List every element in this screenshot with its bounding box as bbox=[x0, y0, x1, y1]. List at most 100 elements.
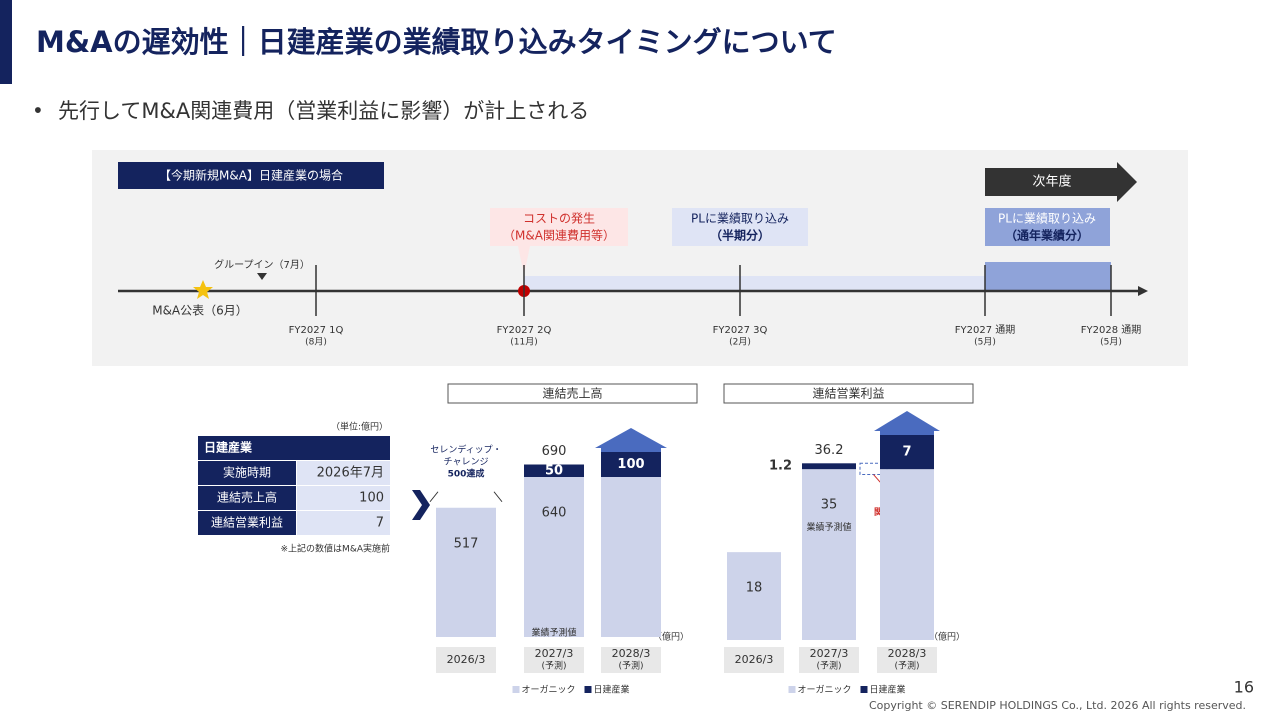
tick-label: FY2027 通期 bbox=[955, 324, 1016, 336]
growth-arrow bbox=[595, 428, 667, 452]
total-label: 36.2 bbox=[815, 443, 844, 458]
tick-label: FY2027 1Q bbox=[289, 325, 344, 336]
bar bbox=[601, 452, 661, 477]
callout-bracket bbox=[429, 491, 503, 503]
bullet: 先行してM&A関連費用（営業利益に影響）が計上される bbox=[58, 99, 589, 123]
row-cell bbox=[297, 461, 390, 485]
tick-label: FY2027 3Q bbox=[713, 325, 768, 336]
tick-sub: (2月) bbox=[729, 337, 751, 348]
category-label: 2026/3 bbox=[735, 653, 774, 666]
category-box bbox=[877, 647, 937, 673]
row-head bbox=[198, 461, 296, 485]
tick-sub: (11月) bbox=[510, 337, 537, 348]
value-label: 100 bbox=[617, 457, 644, 472]
bar bbox=[802, 463, 856, 470]
bar bbox=[802, 469, 856, 640]
category-box bbox=[436, 647, 496, 673]
value-label: 18 bbox=[746, 581, 763, 596]
bar bbox=[524, 477, 584, 637]
cost-pointer bbox=[518, 246, 530, 275]
chart-title: 連結営業利益 bbox=[812, 387, 884, 401]
next-year-arrow bbox=[985, 162, 1137, 202]
half-box bbox=[672, 208, 808, 246]
legend-swatch bbox=[512, 686, 520, 693]
title-accent bbox=[0, 0, 12, 84]
category-box bbox=[601, 647, 661, 673]
row-label: 連結営業利益 bbox=[211, 516, 283, 530]
star bbox=[193, 280, 213, 299]
row-cell bbox=[297, 486, 390, 510]
category-label: 2027/3 bbox=[535, 647, 574, 660]
row-label: 連結売上高 bbox=[217, 490, 277, 505]
value-label: 50 bbox=[545, 463, 563, 478]
half-text: PLに業績取り込み bbox=[691, 212, 789, 226]
category-note: (予測) bbox=[894, 660, 919, 672]
growth-arrow bbox=[874, 411, 940, 435]
table-header bbox=[198, 436, 390, 460]
callout: 500達成 bbox=[448, 467, 485, 479]
copyright: Copyright © SERENDIP HOLDINGS Co., Ltd. … bbox=[869, 699, 1246, 712]
tick-label: FY2028 通期 bbox=[1081, 324, 1142, 336]
cost-text: コストの発生 bbox=[523, 212, 595, 226]
half-text: （半期分） bbox=[710, 228, 770, 243]
chart-unit: （億円） bbox=[653, 631, 689, 643]
category-label: 2028/3 bbox=[888, 647, 927, 660]
tick-sub: (5月) bbox=[974, 337, 996, 348]
value-label: 640 bbox=[542, 506, 567, 521]
chart-title-box bbox=[447, 383, 698, 404]
next-year: 次年度 bbox=[1032, 174, 1071, 190]
value-label: 7 bbox=[902, 445, 911, 460]
value-label: 35 bbox=[821, 498, 838, 513]
callout: セレンディップ・ bbox=[430, 443, 501, 455]
bar bbox=[436, 507, 496, 637]
timeline-ticks: FY2027 1Q(8月) FY2027 2Q(11月) FY2027 3Q(2月)… bbox=[289, 265, 1142, 348]
title: M&Aの遅効性｜日建産業の業績取り込みタイミングについて bbox=[36, 25, 837, 59]
category-label: 2026/3 bbox=[447, 653, 486, 666]
row-value: 2026年7月 bbox=[317, 466, 384, 481]
row-label: 実施時期 bbox=[223, 465, 271, 480]
full-band bbox=[985, 262, 1111, 291]
category-note: (予測) bbox=[816, 660, 841, 672]
row-value: 100 bbox=[359, 491, 384, 506]
legend-label: オーガニック bbox=[522, 685, 576, 696]
half-band bbox=[524, 276, 985, 291]
legend-label: 日建産業 bbox=[594, 684, 630, 696]
bar bbox=[524, 464, 584, 477]
chart-title-box bbox=[723, 383, 974, 404]
full-box bbox=[985, 208, 1110, 246]
value-label: 1.2 bbox=[769, 459, 792, 474]
table-title: 日建産業 bbox=[204, 440, 253, 455]
table-note: ※上記の数値はM&A実施前 bbox=[281, 543, 390, 555]
category-note: (予測) bbox=[618, 660, 643, 672]
table-unit: （単位:億円） bbox=[331, 421, 388, 433]
row-head bbox=[198, 511, 296, 535]
chart-unit: （億円） bbox=[929, 631, 965, 643]
tick-label: FY2027 2Q bbox=[497, 325, 552, 336]
announce: M&A公表（6月） bbox=[152, 304, 248, 318]
bar bbox=[880, 469, 934, 640]
full-text: PLに業績取り込み bbox=[998, 212, 1096, 226]
axis-arrow bbox=[1138, 286, 1148, 296]
category-label: 2028/3 bbox=[612, 647, 651, 660]
category-box bbox=[799, 647, 859, 673]
legend-label: オーガニック bbox=[798, 685, 852, 696]
annotation: 業績予測値 bbox=[531, 627, 576, 639]
legend-swatch bbox=[584, 686, 592, 693]
legend-swatch bbox=[788, 686, 796, 693]
annotation: 業績予測値 bbox=[806, 521, 851, 533]
legend-swatch bbox=[860, 686, 868, 693]
category-label: 2027/3 bbox=[810, 647, 849, 660]
group-in: グループイン（7月） bbox=[214, 258, 310, 271]
page-number: 16 bbox=[1234, 678, 1254, 697]
group-in-marker bbox=[257, 273, 267, 280]
callout: チャレンジ bbox=[444, 456, 489, 467]
row-value: 7 bbox=[376, 516, 384, 531]
category-box bbox=[724, 647, 784, 673]
full-text: （通年業績分） bbox=[1005, 228, 1089, 243]
chart-title: 連結売上高 bbox=[542, 386, 602, 401]
bullet-dot: • bbox=[32, 99, 44, 123]
